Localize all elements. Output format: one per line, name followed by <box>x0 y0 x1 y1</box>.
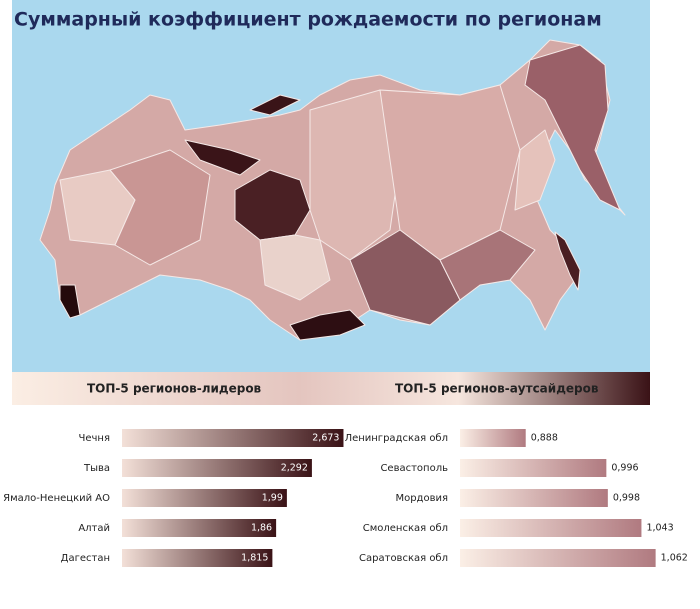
value-label: 1,99 <box>262 493 283 504</box>
category-label: Ленинградская обл <box>345 433 448 444</box>
category-label: Мордовия <box>395 493 448 504</box>
island <box>554 231 581 291</box>
region <box>234 169 311 241</box>
bar <box>460 459 607 477</box>
category-label: Саратовская обл <box>359 553 448 564</box>
value-label: 1,043 <box>646 523 673 534</box>
category-label: Тыва <box>83 463 110 474</box>
map <box>39 39 626 341</box>
legend-band <box>12 372 650 405</box>
bar <box>122 519 277 537</box>
island <box>249 94 301 116</box>
bar <box>460 549 656 567</box>
value-label: 0,996 <box>611 463 638 474</box>
chart-title: ТОП-5 регионов-аутсайдеров <box>395 382 599 396</box>
bar <box>122 489 287 507</box>
region <box>109 149 211 266</box>
bar <box>122 459 312 477</box>
region <box>289 309 366 341</box>
value-label: 0,998 <box>613 493 640 504</box>
value-label: 2,673 <box>312 433 339 444</box>
title: Суммарный коэффициент рождаемости по рег… <box>14 9 602 31</box>
category-label: Ямало-Ненецкий АО <box>3 493 110 504</box>
value-label: 1,815 <box>241 553 268 564</box>
region <box>524 44 621 211</box>
region <box>439 229 536 301</box>
bar <box>460 429 526 447</box>
chart-title: ТОП-5 регионов-лидеров <box>87 382 262 396</box>
bar <box>460 519 642 537</box>
category-label: Чечня <box>79 433 110 444</box>
bar <box>460 489 608 507</box>
value-label: 2,292 <box>281 463 308 474</box>
value-label: 0,888 <box>531 433 558 444</box>
value-label: 1,86 <box>251 523 272 534</box>
category-label: Алтай <box>78 523 110 534</box>
bar <box>122 549 273 567</box>
category-label: Дагестан <box>61 553 110 564</box>
region <box>184 139 261 176</box>
region <box>259 234 331 301</box>
category-label: Севастополь <box>380 463 448 474</box>
region <box>514 129 556 211</box>
region <box>59 284 81 319</box>
value-label: 1,062 <box>661 553 688 564</box>
bar <box>122 429 344 447</box>
category-label: Смоленская обл <box>363 523 448 534</box>
